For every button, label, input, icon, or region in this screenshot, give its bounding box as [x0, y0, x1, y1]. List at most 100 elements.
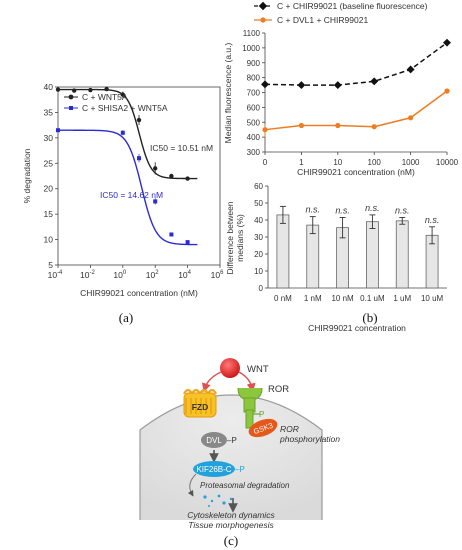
wnt-to-ror-arrow [238, 371, 256, 393]
panel-b-xtick-label: 1000 [402, 158, 420, 167]
fit-curve-0 [58, 88, 198, 180]
panel-a-xtick-label: 106 [211, 270, 224, 280]
fzd-label: FZD [192, 402, 209, 412]
outcome-label-2: Tissue morphogenesis [188, 520, 274, 530]
panel-b-ytick-label: 1100 [243, 29, 261, 38]
significance-label: n.s. [425, 215, 440, 225]
panel-a-xtick-label: 102 [146, 270, 159, 280]
bar-ytick-label: 20 [254, 250, 263, 259]
gsk3-kinase [248, 418, 278, 438]
data-point-wnt5a [55, 87, 61, 92]
kif26b-c-phospho-p: –P [235, 465, 245, 474]
panel-a-ytick-label: 15 [44, 209, 54, 219]
ic50-annotation-wnt5a: IC50 = 10.51 nM [150, 143, 213, 153]
panel-c-diagram: WNT FZD ROR P GSK3 ROR phosphorylation D… [139, 358, 340, 530]
panel-b-top-ylabel: Median fluorescence (a.u.) [223, 43, 233, 144]
bar-category-label: 1 uM [393, 294, 411, 303]
legend-marker-shisa2 [69, 106, 73, 110]
panel-b-ytick-label: 800 [247, 74, 261, 83]
degradation-fragments [203, 494, 233, 507]
cell-cytoplasm [140, 395, 322, 520]
data-point-baseline [297, 81, 306, 90]
significance-label: n.s. [365, 203, 380, 213]
bar [395, 220, 409, 289]
panel-b-ytick-label: 300 [247, 148, 261, 157]
bar-ytick-label: 40 [254, 216, 263, 225]
data-point-dvl1 [262, 127, 268, 133]
panel-b-ytick-label: 500 [247, 118, 261, 127]
panel-b-xtick-label: 100 [368, 158, 382, 167]
wnt-label: WNT [247, 364, 269, 375]
data-point-baseline [443, 38, 451, 47]
bar-ytick-label: 30 [254, 233, 263, 242]
panel-a-ytick-label: 5 [48, 260, 53, 270]
panel-a-legend: C + WNT5A C + SHISA2 + WNT5A [64, 92, 168, 113]
panel-b-top-xlabel: CHIR99021 concentration (nM) [297, 167, 415, 177]
significance-label: n.s. [305, 205, 320, 215]
panel-b-xtick-label: 0 [263, 158, 268, 167]
ror-phosphorylation-label-1: ROR [280, 424, 299, 434]
ror-phospho-p: P [259, 410, 264, 419]
dvl-label: DVL [206, 436, 222, 445]
cell-membrane [139, 394, 323, 520]
panel-b-line-chart: C + CHIR99021 (baseline fluorescence) C … [223, 1, 459, 177]
panel-a-xlabel: CHIR99021 concentration (nM) [80, 288, 198, 298]
panel-a-ylabel: % degradation [22, 148, 32, 203]
panel-a-ytick-label: 20 [44, 184, 54, 194]
data-point-dvl1 [444, 88, 450, 94]
data-point-wnt5a [104, 86, 109, 92]
panel-b-bottom-ylabel-1: Difference between [225, 201, 235, 274]
panel-b-ytick-label: 900 [247, 59, 261, 68]
data-point-baseline [261, 80, 269, 89]
legend-label-shisa2: C + SHISA2 + WNT5A [82, 103, 168, 113]
panel-b-ytick-label: 1000 [242, 44, 260, 53]
data-point-shisa2 [169, 232, 174, 237]
legend-marker-baseline [258, 1, 268, 11]
panel-b-bottom-ylabel-2: medians (%) [235, 214, 245, 262]
data-point-dvl1 [371, 124, 377, 130]
series-line-0 [264, 42, 448, 86]
panel-b-ytick-label: 600 [247, 103, 261, 112]
significance-label: n.s. [335, 205, 350, 215]
legend-marker-dvl1 [260, 17, 266, 23]
data-point-baseline [333, 81, 342, 90]
data-point-wnt5a [153, 166, 158, 171]
panel-label-a: (a) [119, 310, 133, 325]
panel-label-b: (b) [362, 310, 377, 325]
proteasomal-degradation-label: Proteasomal degradation [200, 481, 290, 490]
fit-curve-1 [58, 129, 198, 246]
panel-b-ytick-label: 400 [247, 133, 261, 142]
panel-b-bottom-xlabel: CHIR99021 concentration [308, 323, 406, 333]
bar [276, 214, 290, 289]
data-point-wnt5a [72, 88, 77, 93]
panel-a-ytick-label: 35 [44, 107, 54, 117]
panel-label-c: (c) [224, 533, 238, 548]
kif26b-c-label: KIF26B-C [196, 465, 231, 474]
data-point-shisa2 [120, 130, 125, 135]
legend-label-dvl1: C + DVL1 + CHIR99021 [277, 15, 368, 25]
bar [306, 224, 320, 289]
bar-category-label: 0 nM [274, 294, 292, 303]
wnt-ligand [220, 358, 240, 378]
outcome-label-1: Cytoskeleton dynamics [187, 510, 275, 520]
data-point-wnt5a [88, 87, 93, 93]
panel-a-ytick-label: 10 [44, 235, 54, 245]
bar-ytick-label: 0 [259, 284, 264, 293]
data-point-baseline [370, 77, 379, 86]
bar-ytick-label: 10 [254, 267, 263, 276]
panel-b-ytick-label: 700 [247, 89, 261, 98]
bar-category-label: 10 nM [331, 294, 354, 303]
ic50-annotation-shisa2: IC50 = 14.62 nM [100, 190, 163, 200]
bar-ytick-label: 60 [254, 182, 263, 191]
bar-category-label: 0.1 uM [360, 294, 385, 303]
dvl-protein [201, 432, 227, 448]
panel-b-xtick-label: 10 [333, 158, 342, 167]
data-point-dvl1 [408, 115, 414, 121]
ror-label: ROR [268, 384, 289, 395]
panel-a-ytick-label: 40 [44, 82, 54, 92]
panel-a-chart: 5 10 15 20 25 30 35 40 10-4 10-2 100 102 104 106 C +… [22, 82, 224, 298]
wnt-to-fzd-arrow [201, 371, 222, 393]
legend-label-wnt5a: C + WNT5A [82, 92, 128, 102]
legend-label-baseline: C + CHIR99021 (baseline fluorescence) [277, 1, 428, 11]
